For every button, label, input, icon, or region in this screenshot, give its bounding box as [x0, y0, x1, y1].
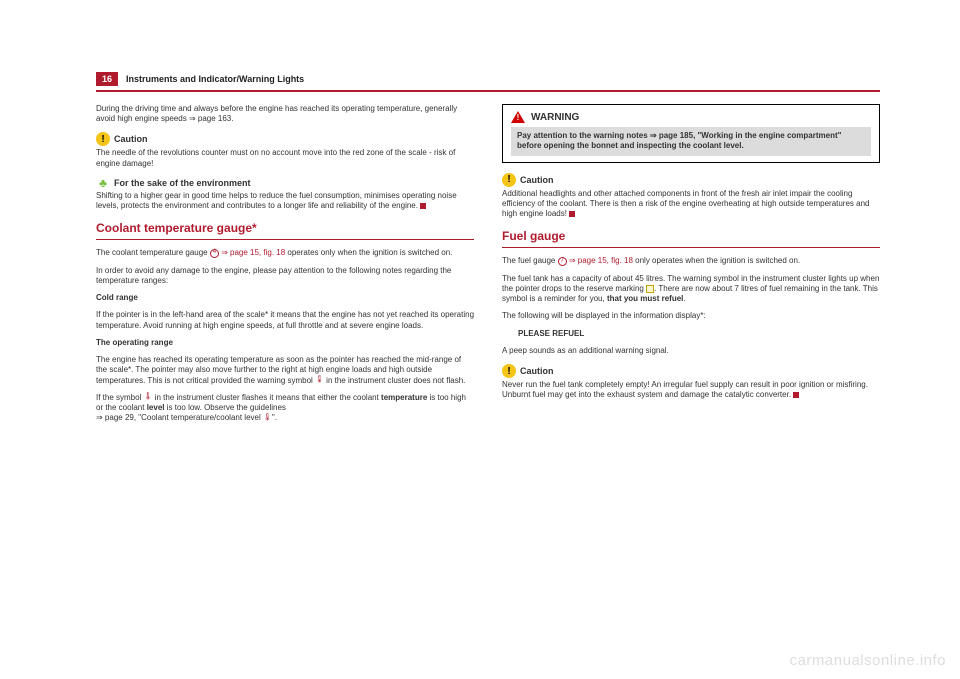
- fuel-caution-text: Never run the fuel tank completely empty…: [502, 380, 880, 400]
- page-number: 16: [96, 72, 118, 86]
- environment-heading: ♣ For the sake of the environment: [96, 177, 474, 189]
- cold-range-text: If the pointer is in the left-hand area …: [96, 310, 474, 330]
- caution-heading-3: ! Caution: [502, 364, 880, 378]
- temperature-icon: 🌡: [263, 414, 272, 423]
- page-reference-link[interactable]: ⇒ page 15, fig. 18: [219, 248, 285, 257]
- end-marker-icon: [793, 392, 799, 398]
- caution-heading-2: ! Caution: [502, 173, 880, 187]
- manual-page: 16 Instruments and Indicator/Warning Lig…: [0, 0, 960, 430]
- page-header: 16 Instruments and Indicator/Warning Lig…: [96, 72, 880, 86]
- warning-label: WARNING: [531, 112, 579, 123]
- temperature-icon: 🌡: [315, 376, 324, 385]
- caution-heading: ! Caution: [96, 132, 474, 146]
- fuel-section-title: Fuel gauge: [502, 229, 880, 243]
- cold-range-label: Cold range: [96, 293, 474, 303]
- header-rule: [96, 90, 880, 92]
- fuel-paragraph-1: The fuel gauge 7 ⇒ page 15, fig. 18 only…: [502, 256, 880, 266]
- fuel-paragraph-4: A peep sounds as an additional warning s…: [502, 346, 880, 356]
- warning-box: WARNING Pay attention to the warning not…: [502, 104, 880, 163]
- caution-label-2: Caution: [520, 175, 554, 185]
- please-refuel-text: PLEASE REFUEL: [518, 329, 880, 339]
- coolant-paragraph-1: The coolant temperature gauge 4 ⇒ page 1…: [96, 248, 474, 258]
- fuel-paragraph-2: The fuel tank has a capacity of about 45…: [502, 274, 880, 305]
- fuel-paragraph-3: The following will be displayed in the i…: [502, 311, 880, 321]
- warning-heading: WARNING: [511, 111, 871, 123]
- page-reference-link[interactable]: ⇒ page 15, fig. 18: [567, 256, 633, 265]
- warning-text: Pay attention to the warning notes ⇒ pag…: [511, 127, 871, 156]
- caution-text-2: Additional headlights and other attached…: [502, 189, 880, 220]
- ref-circle-4: 4: [210, 249, 219, 258]
- caution-icon: !: [502, 364, 516, 378]
- environment-text: Shifting to a higher gear in good time h…: [96, 191, 474, 211]
- symbol-paragraph: If the symbol 🌡 in the instrument cluste…: [96, 393, 474, 424]
- fuel-reserve-icon: [646, 285, 654, 293]
- coolant-section-title: Coolant temperature gauge*: [96, 221, 474, 235]
- end-marker-icon: [420, 203, 426, 209]
- leaf-icon: ♣: [96, 177, 110, 189]
- warning-triangle-icon: [511, 111, 525, 123]
- content-columns: During the driving time and always befor…: [96, 104, 880, 430]
- right-column: WARNING Pay attention to the warning not…: [502, 104, 880, 430]
- caution-icon: !: [96, 132, 110, 146]
- watermark-text: carmanualsonline.info: [790, 652, 946, 669]
- header-title: Instruments and Indicator/Warning Lights: [126, 74, 304, 84]
- left-column: During the driving time and always befor…: [96, 104, 474, 430]
- caution-label: Caution: [114, 134, 148, 144]
- coolant-paragraph-2: In order to avoid any damage to the engi…: [96, 266, 474, 286]
- caution-icon: !: [502, 173, 516, 187]
- ref-circle-7: 7: [558, 257, 567, 266]
- coolant-section-rule: [96, 239, 474, 240]
- caution-label-3: Caution: [520, 366, 554, 376]
- end-marker-icon: [569, 211, 575, 217]
- intro-paragraph: During the driving time and always befor…: [96, 104, 474, 124]
- caution-text: The needle of the revolutions counter mu…: [96, 148, 474, 168]
- operating-range-text: The engine has reached its operating tem…: [96, 355, 474, 386]
- operating-range-label: The operating range: [96, 338, 474, 348]
- environment-label: For the sake of the environment: [114, 178, 251, 188]
- fuel-section-rule: [502, 247, 880, 248]
